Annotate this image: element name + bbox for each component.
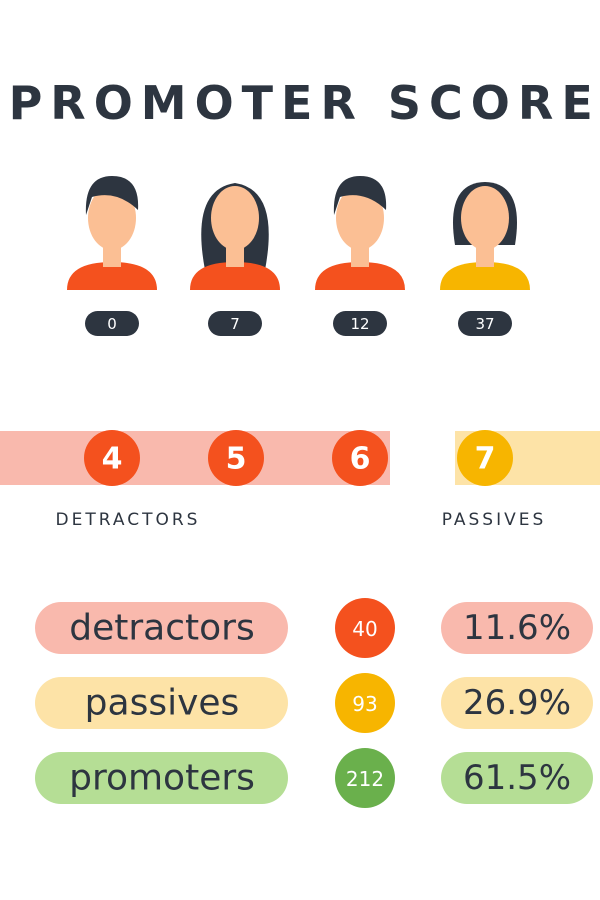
row-count: 93 xyxy=(352,692,377,716)
row-count: 212 xyxy=(346,767,384,791)
title: NET PROMOTER SCORE xyxy=(0,76,600,130)
avatar xyxy=(67,176,157,290)
score-circle xyxy=(84,430,140,486)
count-badge xyxy=(85,311,139,336)
row-label: passives xyxy=(85,683,240,724)
score-label: 6 xyxy=(350,442,371,477)
body xyxy=(190,262,280,290)
count-badge xyxy=(458,311,512,336)
score-label: 5 xyxy=(226,442,247,477)
hair xyxy=(333,176,387,215)
label-pill xyxy=(35,752,288,804)
score-circle xyxy=(332,430,388,486)
label-pill xyxy=(35,602,288,654)
head xyxy=(88,186,136,250)
count-circle xyxy=(335,748,395,808)
hair xyxy=(85,176,139,215)
avatar xyxy=(190,183,280,290)
share-pill xyxy=(441,752,593,804)
row-count: 40 xyxy=(352,617,377,641)
neck xyxy=(103,245,121,267)
count-label: 7 xyxy=(230,315,240,333)
count-badge xyxy=(333,311,387,336)
neck xyxy=(351,245,369,267)
group-label: PASSIVES xyxy=(442,510,547,530)
row-share: 11.6% xyxy=(463,608,571,648)
count-label: 12 xyxy=(350,315,369,333)
body xyxy=(315,262,405,290)
avatar xyxy=(440,182,530,290)
count-label: 0 xyxy=(107,315,117,333)
neck xyxy=(226,245,244,267)
neck xyxy=(476,245,494,267)
label-pill xyxy=(35,677,288,729)
scale-band xyxy=(0,431,390,485)
row-share: 26.9% xyxy=(463,683,571,723)
score-circle xyxy=(457,430,513,486)
row-share: 61.5% xyxy=(463,758,571,798)
row-label: detractors xyxy=(69,608,254,649)
score-label: 7 xyxy=(475,442,496,477)
share-pill xyxy=(441,602,593,654)
body xyxy=(67,262,157,290)
count-circle xyxy=(335,673,395,733)
avatar xyxy=(315,176,405,290)
share-pill xyxy=(441,677,593,729)
row-label: promoters xyxy=(69,758,255,799)
count-badge xyxy=(208,311,262,336)
head xyxy=(336,186,384,250)
score-label: 4 xyxy=(102,442,123,477)
group-label: DETRACTORS xyxy=(56,510,201,530)
score-circle xyxy=(208,430,264,486)
head xyxy=(461,186,509,250)
count-label: 37 xyxy=(475,315,494,333)
count-circle xyxy=(335,598,395,658)
body xyxy=(440,262,530,290)
head xyxy=(211,186,259,250)
